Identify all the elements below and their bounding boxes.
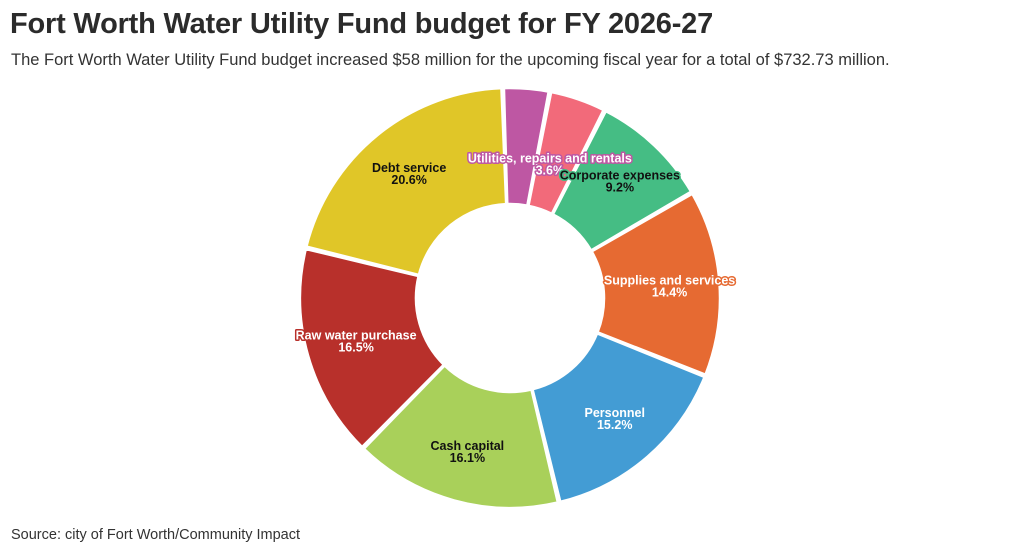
slice-value-cash-capital: 16.1% <box>450 451 485 465</box>
slice-supplies-and-services <box>590 192 722 376</box>
slice-name-supplies-and-services: Supplies and services <box>604 273 735 287</box>
slice-cash-capital <box>362 364 560 510</box>
slice-value-debt-service: 20.6% <box>391 173 426 187</box>
slice-personnel <box>531 332 706 504</box>
slice-label-debt-service: Debt service 20.6% <box>372 161 446 187</box>
slice-value-supplies-and-services: 14.4% <box>652 285 687 299</box>
slice-raw-water-purchase <box>298 247 446 449</box>
slice-label-supplies-and-services: Supplies and services 14.4% <box>604 273 735 299</box>
slice-value-utilities-repairs-and-rentals: 3.6% <box>536 163 565 177</box>
slice-name-corporate-expenses: Corporate expenses <box>560 169 680 183</box>
slice-unlabeled-1 <box>527 90 605 216</box>
chart-subtitle: The Fort Worth Water Utility Fund budget… <box>11 51 890 69</box>
slice-label-corporate-expenses: Corporate expenses 9.2% <box>560 169 680 195</box>
slice-label-cash-capital: Cash capital 16.1% <box>431 439 505 465</box>
slice-name-cash-capital: Cash capital <box>431 439 505 453</box>
slice-corporate-expenses <box>551 109 693 252</box>
chart-slices <box>298 86 722 510</box>
slice-value-personnel: 15.2% <box>597 418 632 432</box>
chart-title: Fort Worth Water Utility Fund budget for… <box>10 8 714 40</box>
slice-label-utilities-repairs-and-rentals: Utilities, repairs and rentals 3.6% <box>468 151 632 177</box>
slice-name-personnel: Personnel <box>584 406 644 420</box>
source-note: Source: city of Fort Worth/Community Imp… <box>11 527 301 543</box>
slice-debt-service <box>305 86 508 277</box>
slice-label-raw-water-purchase: Raw water purchase 16.5% <box>296 329 417 355</box>
slice-value-corporate-expenses: 9.2% <box>606 181 635 195</box>
slice-name-debt-service: Debt service <box>372 161 446 175</box>
chart-labels: Utilities, repairs and rentals 3.6%Corpor… <box>294 150 737 467</box>
slice-name-utilities-repairs-and-rentals: Utilities, repairs and rentals <box>468 151 632 165</box>
slice-label-personnel: Personnel 15.2% <box>584 406 644 432</box>
slice-name-raw-water-purchase: Raw water purchase <box>296 329 417 343</box>
slice-value-raw-water-purchase: 16.5% <box>338 341 373 355</box>
